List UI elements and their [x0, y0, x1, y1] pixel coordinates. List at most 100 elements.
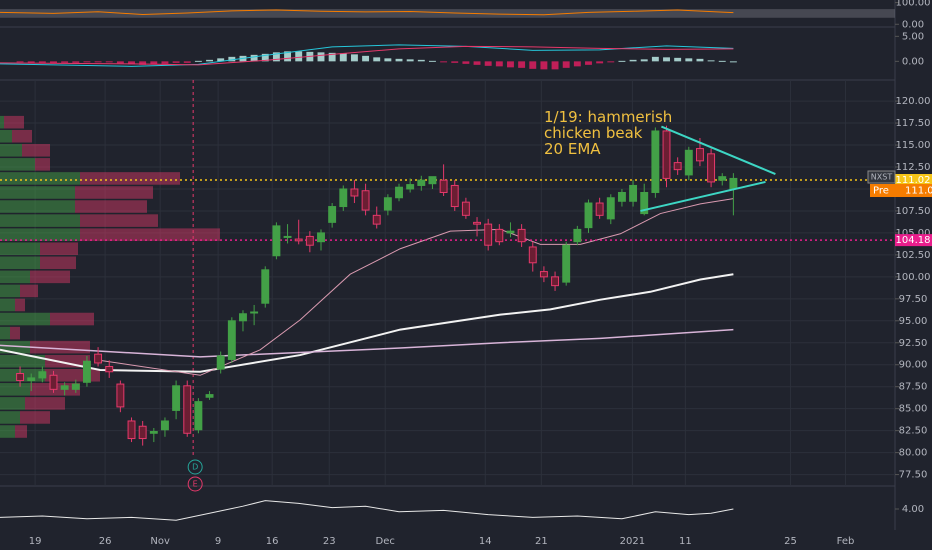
macd-bar [250, 54, 258, 62]
profile-up [0, 242, 40, 256]
macd-bar [718, 60, 726, 62]
y-tick-label: 95.00 [899, 316, 928, 327]
candle-body [105, 365, 114, 373]
profile-down [30, 270, 70, 284]
macd-bar [228, 56, 236, 62]
macd-bar [261, 53, 269, 62]
candle-body [606, 197, 615, 220]
candle-body [38, 371, 47, 379]
candle-body [395, 186, 403, 199]
pre-value: 111.02 [905, 186, 932, 197]
y-tick-label: 102.50 [896, 250, 931, 261]
macd-bar [61, 61, 69, 63]
macd-bar [729, 61, 737, 63]
profile-down [75, 186, 153, 199]
profile-down [45, 354, 90, 368]
profile-up [0, 326, 10, 340]
candle-body [539, 271, 548, 278]
y-tick-label: 5.00 [902, 31, 924, 42]
event-label: E [193, 480, 198, 489]
x-tick-label: Nov [150, 536, 170, 547]
macd-bar [72, 61, 80, 63]
profile-up [0, 158, 35, 171]
candle-body [428, 176, 437, 185]
candle-body [383, 197, 392, 211]
candle-body [406, 184, 415, 190]
macd-bar [339, 53, 347, 62]
macd-bar [16, 61, 24, 63]
candle-body [339, 188, 348, 208]
candle-body [461, 201, 470, 216]
x-tick-label: Feb [837, 536, 855, 547]
macd-bar [607, 61, 615, 63]
macd-bar [295, 51, 303, 62]
macd-bar [562, 61, 570, 68]
profile-up [0, 270, 30, 284]
macd-bar [83, 61, 91, 63]
y-tick-label: 85.00 [899, 404, 928, 415]
profile-down [75, 200, 147, 213]
profile-down [22, 144, 50, 157]
profile-down [15, 298, 25, 312]
candle-body [138, 425, 147, 440]
x-tick-label: 19 [29, 536, 42, 547]
candle-body [149, 431, 158, 434]
candle-body [484, 223, 493, 246]
macd-bar [495, 61, 503, 67]
candle-body [584, 202, 593, 229]
profile-up [0, 144, 22, 157]
candle-body [216, 355, 225, 370]
candle-body [562, 244, 571, 283]
candle-body [662, 130, 671, 179]
profile-up [0, 284, 20, 298]
price-tag-label: 111.02 [896, 175, 931, 186]
rsi-band [0, 9, 895, 18]
candle-body [640, 191, 649, 215]
candle-body [82, 360, 91, 383]
candle-body [517, 228, 526, 243]
candle-body [417, 179, 426, 186]
candle-body [172, 385, 181, 411]
macd-bar [696, 58, 704, 62]
candle-body [673, 162, 682, 171]
x-tick-label: 14 [479, 536, 492, 547]
macd-bar [272, 52, 280, 62]
macd-bar [440, 61, 448, 63]
price-tag [895, 174, 932, 187]
y-tick-label: 92.50 [899, 338, 928, 349]
symbol-label: NXST [871, 173, 893, 182]
profile-up [0, 397, 25, 410]
macd-bar [116, 61, 124, 64]
candle-body [194, 401, 203, 431]
candle-body [695, 148, 704, 162]
candle-body [71, 383, 80, 390]
profile-up [0, 172, 80, 185]
candle-body [595, 202, 604, 216]
macd-bar [38, 61, 46, 63]
annotation: 1/19: hammerish [544, 108, 672, 126]
pre-tag [870, 184, 932, 198]
macd-bar [507, 61, 514, 68]
symbol-tag [867, 170, 896, 184]
y-tick-label: 97.50 [899, 294, 928, 305]
macd-bar [473, 61, 481, 65]
macd-bar [384, 58, 392, 62]
profile-up [0, 383, 30, 396]
y-tick-label: 80.00 [899, 448, 928, 459]
candle-body [573, 228, 582, 243]
candle-body [629, 184, 638, 202]
candle-body [294, 238, 303, 242]
candle-body [372, 214, 381, 225]
macd-bar [94, 61, 102, 63]
profile-down [40, 242, 78, 256]
candle-body [707, 153, 716, 183]
macd-bar [651, 56, 659, 62]
macd-bar [150, 61, 158, 65]
candle-body [439, 179, 448, 193]
macd-bar [406, 59, 414, 62]
x-tick-label: 11 [679, 536, 692, 547]
macd-bar [105, 61, 113, 63]
macd-bar [206, 59, 213, 62]
